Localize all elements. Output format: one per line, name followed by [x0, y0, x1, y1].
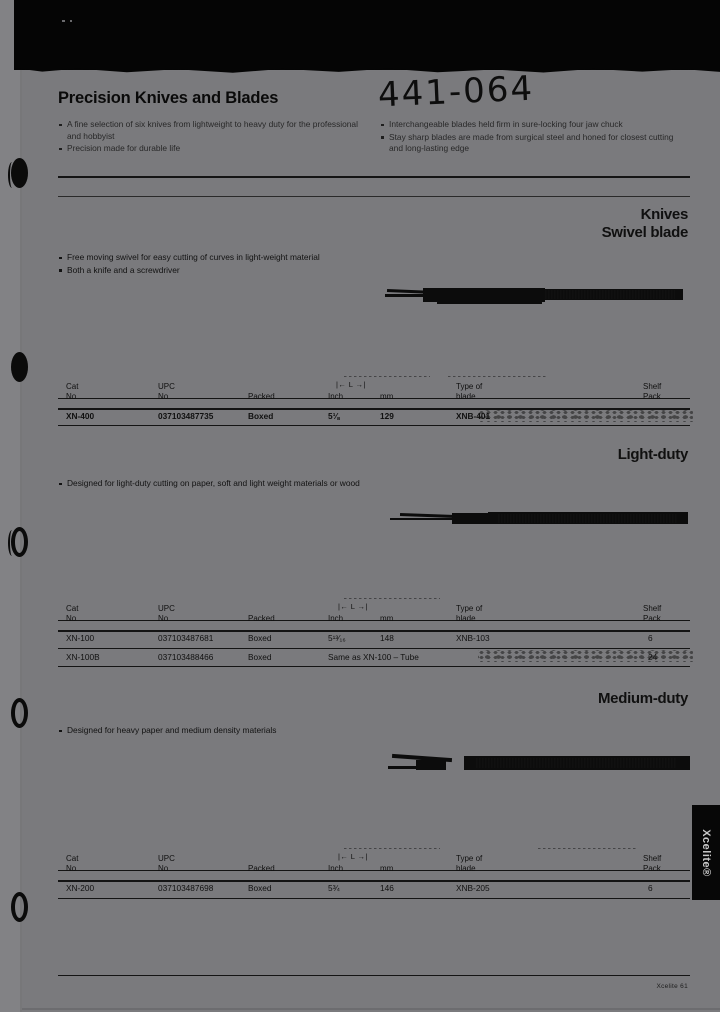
col-header-mm: mm	[380, 614, 394, 623]
cell-upc-no: 037103487681	[158, 633, 214, 643]
binder-ring-artifact	[11, 892, 28, 922]
scan-top-black-band	[14, 0, 720, 70]
cell-cat-no: XN-100	[66, 633, 95, 643]
section-heading-line1: Medium-duty	[597, 690, 688, 707]
list-item: Interchangeable blades held firm in sure…	[380, 119, 680, 131]
cell-inch: 5¹³⁄₁₆	[328, 633, 346, 643]
section-bullets-knives: Free moving swivel for easy cutting of c…	[58, 252, 368, 277]
dimension-caption: |← L →|	[338, 602, 368, 611]
scan-smudge	[478, 410, 693, 422]
footer-divider	[58, 975, 690, 976]
cell-mm: 146	[380, 883, 394, 893]
product-photo-light-duty-knife	[390, 505, 690, 533]
header-divider	[58, 176, 690, 178]
brand-index-tab-label: Xcelite®	[700, 828, 712, 877]
scan-bottom-edge	[22, 1008, 720, 1010]
list-item: Designed for light-duty cutting on paper…	[58, 478, 370, 490]
section-heading-line2: Swivel blade	[601, 224, 689, 241]
col-header-shelf-pack: Shelf Pack	[643, 604, 662, 623]
product-photo-swivel-knife	[385, 280, 685, 312]
col-header-shelf-pack: Shelf Pack	[643, 854, 662, 873]
cell-type-of-blade: XNB-205	[456, 883, 490, 893]
cell-cat-no: XN-200	[66, 883, 95, 893]
list-item: Free moving swivel for easy cutting of c…	[58, 252, 368, 264]
header-bullets-right: Interchangeable blades held firm in sure…	[380, 119, 680, 156]
cell-shelf-pack: 6	[648, 883, 653, 893]
scan-smudge	[478, 650, 693, 662]
col-header-shelf-pack: Shelf Pack	[643, 382, 662, 401]
col-header-cat-no: Cat No	[66, 854, 79, 873]
col-header-cat-no: Cat No	[66, 382, 79, 401]
header-bullets-left: A fine selection of six knives from ligh…	[58, 119, 358, 156]
scan-left-gutter	[0, 0, 22, 1012]
col-header-type-of-blade: Type of blade	[456, 382, 483, 401]
binder-ring-artifact	[11, 352, 28, 382]
cell-inch: Same as XN-100 – Tube	[328, 652, 419, 662]
cell-mm: 148	[380, 633, 394, 643]
brand-index-tab: Xcelite®	[692, 805, 720, 900]
col-header-type-of-blade: Type of blade	[456, 854, 483, 873]
col-header-upc-no: UPC No	[158, 382, 175, 401]
section-heading-light-duty: Light-duty	[617, 446, 689, 464]
col-header-inch: Inch	[328, 392, 344, 401]
section-divider	[58, 196, 690, 197]
cell-cat-no: XN-100B	[66, 652, 100, 662]
col-header-mm: mm	[380, 864, 394, 873]
list-item: Precision made for durable life	[58, 143, 358, 155]
page-title: Precision Knives and Blades	[58, 89, 279, 107]
cell-upc-no: 037103487698	[158, 883, 214, 893]
page-sheet	[22, 0, 720, 1012]
section-heading-medium-duty: Medium-duty	[598, 690, 688, 708]
list-item: Both a knife and a screwdriver	[58, 265, 368, 277]
cell-packed: Boxed	[248, 411, 274, 421]
section-heading-line1: Light-duty	[617, 446, 689, 463]
cell-packed: Boxed	[248, 883, 272, 893]
cell-packed: Boxed	[248, 652, 272, 662]
cell-inch: 5¾	[328, 883, 340, 893]
col-header-packed: Packed	[248, 614, 275, 623]
footer-label: Xcelite 61	[656, 983, 688, 990]
col-header-upc-no: UPC No	[158, 604, 175, 623]
cell-type-of-blade: XNB-103	[456, 633, 490, 643]
handwritten-annotation: 441-064	[377, 68, 535, 116]
dimension-caption: |← L →|	[336, 380, 366, 389]
col-header-upc-no: UPC No	[158, 854, 175, 873]
list-item: Stay sharp blades are made from surgical…	[380, 132, 680, 155]
cell-upc-no: 037103488466	[158, 652, 214, 662]
section-bullets-medium-duty: Designed for heavy paper and medium dens…	[58, 725, 358, 738]
col-header-inch: Inch	[328, 864, 344, 873]
col-header-cat-no: Cat No	[66, 604, 79, 623]
col-header-inch: Inch	[328, 614, 344, 623]
col-header-mm: mm	[380, 392, 394, 401]
binder-ring-artifact	[11, 698, 28, 728]
dimension-caption: |← L →|	[338, 852, 368, 861]
col-header-type-of-blade: Type of blade	[456, 604, 483, 623]
cell-packed: Boxed	[248, 633, 272, 643]
cell-shelf-pack: 6	[648, 633, 653, 643]
section-heading-line1: Knives	[640, 206, 689, 223]
cell-upc-no: 037103487735	[158, 411, 214, 421]
cell-inch: 5⅛	[328, 411, 340, 421]
section-heading-knives: Knives Swivel blade	[601, 206, 689, 242]
binder-ring-artifact	[8, 530, 16, 556]
col-header-packed: Packed	[248, 392, 275, 401]
list-item: Designed for heavy paper and medium dens…	[58, 725, 358, 737]
section-bullets-light-duty: Designed for light-duty cutting on paper…	[58, 478, 370, 491]
list-item: A fine selection of six knives from ligh…	[58, 119, 358, 142]
col-header-packed: Packed	[248, 864, 275, 873]
cell-type-of-blade: XNB-401	[456, 411, 491, 421]
binder-ring-artifact	[8, 162, 16, 188]
cell-cat-no: XN-400	[66, 411, 95, 421]
cell-mm: 129	[380, 411, 394, 421]
product-photo-medium-duty-knife	[388, 748, 690, 778]
